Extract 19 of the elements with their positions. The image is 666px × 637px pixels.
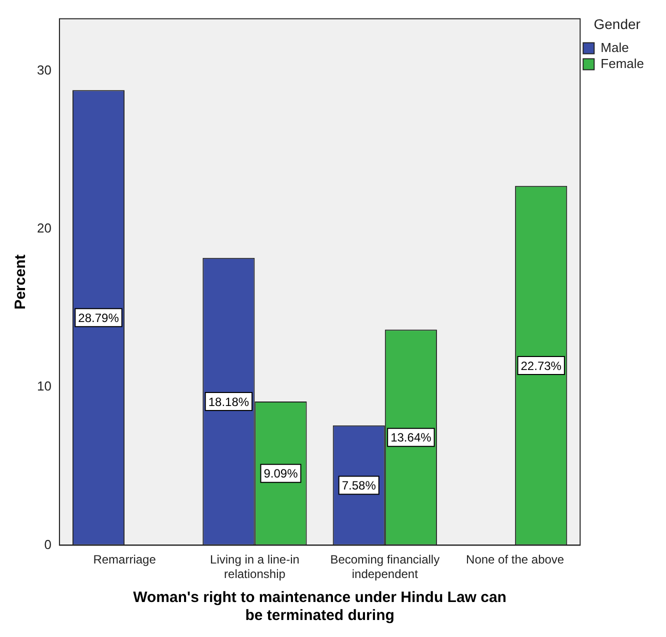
y-axis-title: Percent <box>12 254 30 310</box>
y-tick-label: 30 <box>36 62 52 78</box>
y-tick-label: 20 <box>36 220 52 236</box>
data-label: 7.58% <box>342 478 376 493</box>
legend-label: Male <box>600 40 629 55</box>
x-tick-label: Becoming financially independent <box>330 552 440 582</box>
y-tick-label: 0 <box>44 536 52 552</box>
data-label: 13.64% <box>390 430 432 445</box>
data-label: 28.79% <box>78 310 120 325</box>
data-label: 22.73% <box>520 358 562 373</box>
x-axis-title: Woman's right to maintenance under Hindu Law can be terminated during <box>133 589 506 624</box>
y-tick-label: 10 <box>36 378 52 394</box>
legend-title: Gender <box>594 16 641 32</box>
data-label: 18.18% <box>208 394 250 409</box>
data-label: 9.09% <box>264 466 298 481</box>
x-tick-label: None of the above <box>466 552 564 567</box>
x-tick-label: Living in a line-in relationship <box>210 552 300 582</box>
legend-label: Female <box>600 56 644 71</box>
x-tick-label: Remarriage <box>93 552 156 567</box>
